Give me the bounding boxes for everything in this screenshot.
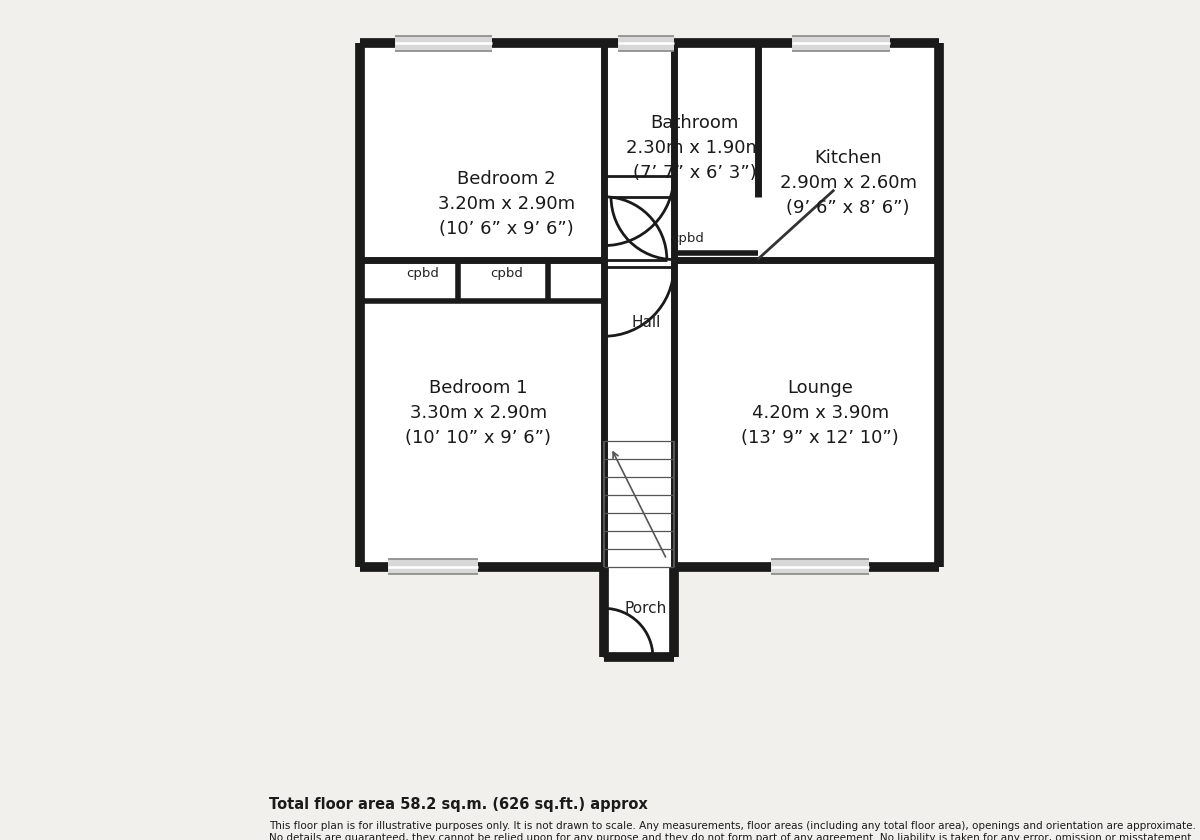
- Bar: [792, 35, 890, 51]
- Text: Hall: Hall: [631, 315, 660, 330]
- Text: This floor plan is for illustrative purposes only. It is not drawn to scale. Any: This floor plan is for illustrative purp…: [269, 822, 1196, 840]
- Bar: [772, 559, 869, 575]
- Bar: [360, 44, 938, 566]
- Text: cpbd: cpbd: [490, 267, 523, 280]
- Bar: [772, 559, 869, 575]
- Bar: [388, 559, 479, 575]
- Bar: [792, 35, 890, 51]
- Bar: [604, 566, 674, 657]
- Text: Kitchen
2.90m x 2.60m
(9’ 6” x 8’ 6”): Kitchen 2.90m x 2.60m (9’ 6” x 8’ 6”): [780, 149, 917, 217]
- Bar: [395, 35, 492, 51]
- Text: Bedroom 1
3.30m x 2.90m
(10’ 10” x 9’ 6”): Bedroom 1 3.30m x 2.90m (10’ 10” x 9’ 6”…: [406, 379, 552, 447]
- Text: Total floor area 58.2 sq.m. (626 sq.ft.) approx: Total floor area 58.2 sq.m. (626 sq.ft.)…: [269, 796, 648, 811]
- Bar: [395, 35, 492, 51]
- Text: Lounge
4.20m x 3.90m
(13’ 9” x 12’ 10”): Lounge 4.20m x 3.90m (13’ 9” x 12’ 10”): [742, 379, 899, 447]
- Text: Bedroom 2
3.20m x 2.90m
(10’ 6” x 9’ 6”): Bedroom 2 3.20m x 2.90m (10’ 6” x 9’ 6”): [438, 170, 575, 238]
- Text: cpbd: cpbd: [671, 232, 704, 245]
- Text: Porch: Porch: [625, 601, 667, 616]
- Bar: [618, 35, 674, 51]
- Bar: [618, 35, 674, 51]
- Text: cpbd: cpbd: [407, 267, 439, 280]
- Text: Bathroom
2.30m x 1.90m
(7’ 7” x 6’ 3”): Bathroom 2.30m x 1.90m (7’ 7” x 6’ 3”): [626, 114, 763, 182]
- Bar: [388, 559, 479, 575]
